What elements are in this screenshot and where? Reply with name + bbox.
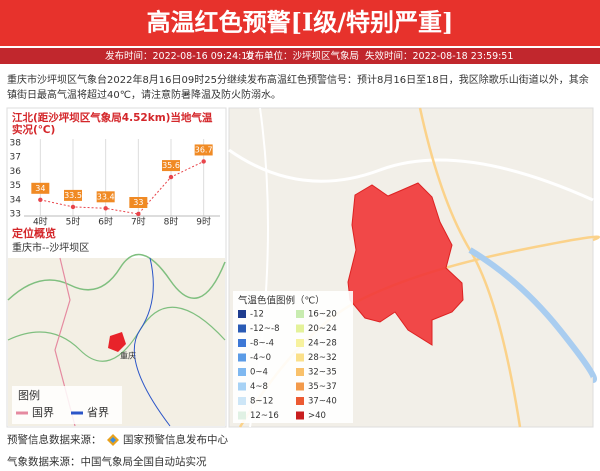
border-line bbox=[133, 257, 171, 427]
legend-label: -8~-4 bbox=[250, 339, 274, 349]
source-icon bbox=[110, 437, 116, 443]
legend-label: -12 bbox=[250, 310, 264, 320]
y-tick-label: 33 bbox=[10, 210, 21, 220]
legend-swatch bbox=[296, 382, 304, 391]
legend-swatch bbox=[296, 368, 304, 376]
info-item: 发布单位：沙坪坝区气象局 bbox=[245, 50, 359, 62]
legend-label: 4~8 bbox=[250, 382, 268, 392]
legend-swatch bbox=[238, 397, 246, 405]
x-tick-label: 7时 bbox=[131, 216, 146, 228]
footer-weather: 气象数据来源：中国气象局全国自动站实况 bbox=[7, 455, 207, 468]
point bbox=[103, 206, 108, 211]
point bbox=[201, 159, 206, 164]
legend-label: -12~-8 bbox=[250, 324, 279, 334]
value-label-box bbox=[64, 189, 82, 201]
map-legend-box bbox=[233, 291, 353, 423]
map-label: 重庆 bbox=[120, 351, 136, 361]
legend-swatch bbox=[296, 411, 304, 420]
header-title: 高温红色预警[I级/特别严重] bbox=[147, 8, 454, 37]
mini-legend-box bbox=[12, 386, 122, 424]
terrain bbox=[7, 253, 226, 301]
legend-label: 省界 bbox=[87, 406, 109, 419]
footer-source: 国家预警信息发布中心 bbox=[123, 433, 228, 446]
value-label: 34 bbox=[35, 184, 45, 193]
map-legend-title: 气温色值图例（℃） bbox=[238, 295, 325, 307]
value-label: 33.5 bbox=[64, 191, 82, 200]
x-tick-label: 5时 bbox=[66, 216, 81, 228]
point bbox=[38, 197, 43, 202]
location-place: 重庆市--沙坪坝区 bbox=[12, 241, 89, 254]
value-label: 33 bbox=[133, 198, 143, 207]
legend-swatch bbox=[238, 339, 246, 347]
x-tick-label: 8时 bbox=[164, 216, 179, 228]
x-tick-label: 4时 bbox=[33, 216, 48, 228]
value-label-box bbox=[96, 191, 115, 203]
legend-label: >40 bbox=[308, 411, 326, 421]
value-label: 35.6 bbox=[162, 161, 180, 170]
location-title: 定位概览 bbox=[12, 226, 56, 240]
main-map: 气温色值图例（℃） bbox=[228, 107, 600, 428]
legend-label: 37~40 bbox=[308, 397, 337, 407]
legend-label: 8~12 bbox=[250, 397, 273, 407]
legend-label: 20~24 bbox=[308, 324, 337, 334]
legend-label: 0~4 bbox=[250, 368, 268, 378]
legend-swatch bbox=[238, 411, 246, 420]
legend-swatch bbox=[238, 368, 246, 376]
legend-swatch bbox=[238, 382, 246, 391]
value-label-box bbox=[129, 197, 148, 208]
info-bar bbox=[0, 48, 600, 64]
legend-label: 国界 bbox=[32, 406, 54, 419]
legend-swatch bbox=[238, 324, 246, 333]
road bbox=[228, 148, 594, 202]
y-tick-label: 36 bbox=[10, 167, 22, 177]
legend-label: 32~35 bbox=[308, 368, 337, 378]
terrain bbox=[7, 306, 226, 362]
value-label: 33.4 bbox=[97, 192, 115, 201]
legend-swatch bbox=[238, 353, 246, 362]
legend-label: -4~0 bbox=[250, 353, 271, 363]
legend-swatch bbox=[296, 397, 304, 405]
legend-label: 16~20 bbox=[308, 310, 337, 320]
y-tick-label: 35 bbox=[10, 181, 21, 191]
info-item: 发布时间：2022-08-16 09:24:10 bbox=[105, 50, 253, 62]
legend-swatch bbox=[296, 310, 304, 318]
legend-swatch bbox=[296, 339, 304, 347]
y-tick-label: 34 bbox=[10, 195, 22, 205]
point bbox=[136, 211, 141, 217]
chart-title: 江北(距沙坪坝区气象局4.52km)当地气温实况(℃) bbox=[12, 112, 213, 136]
point bbox=[168, 174, 174, 180]
value-label-box bbox=[31, 182, 50, 194]
river bbox=[468, 247, 597, 383]
y-tick-label: 38 bbox=[10, 139, 22, 149]
legend-swatch bbox=[296, 324, 304, 333]
legend-swatch bbox=[238, 310, 246, 318]
location-marker bbox=[108, 332, 126, 352]
legend-swatch bbox=[296, 353, 304, 362]
mini-legend-title: 图例 bbox=[18, 388, 40, 402]
info-item: 失效时间：2022-08-18 23:59:51 bbox=[365, 50, 513, 62]
footer-label: 预警信息数据来源： bbox=[7, 433, 102, 446]
value-label-box bbox=[194, 144, 213, 156]
paragraph: 重庆市沙坪坝区气象台2022年8月16日09时25分继续发布高温红色预警信号：预… bbox=[7, 75, 589, 101]
point bbox=[70, 204, 76, 210]
value-label: 36.7 bbox=[195, 145, 213, 154]
mini-map: 重庆 图例 bbox=[7, 253, 226, 427]
legend-label: 24~28 bbox=[308, 339, 337, 349]
legend-label: 28~32 bbox=[308, 353, 337, 363]
x-tick-label: 6时 bbox=[98, 216, 113, 228]
header-band bbox=[0, 0, 600, 46]
y-tick-label: 37 bbox=[10, 153, 21, 163]
legend-label: 12~16 bbox=[250, 411, 279, 421]
legend-label: 35~37 bbox=[308, 382, 337, 392]
x-tick-label: 9时 bbox=[196, 216, 211, 228]
value-label-box bbox=[162, 160, 180, 172]
